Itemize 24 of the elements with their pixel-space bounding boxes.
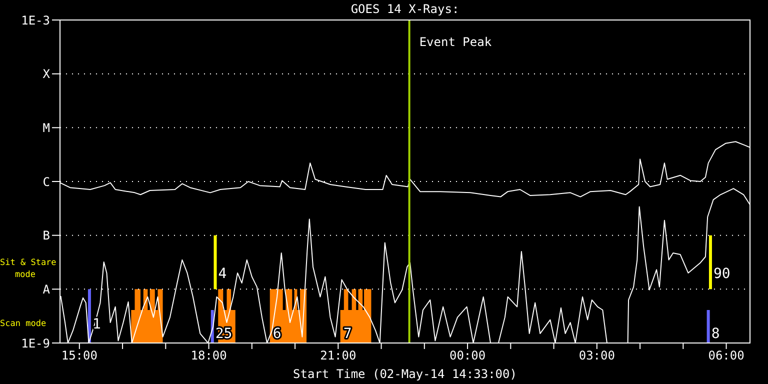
x-axis-title: Start Time (02-May-14 14:33:00) bbox=[293, 367, 517, 381]
annotation: 7 bbox=[343, 326, 352, 342]
x-tick-label: 03:00 bbox=[578, 348, 615, 363]
x-tick-label: 15:00 bbox=[61, 348, 98, 363]
x-tick-label: 18:00 bbox=[190, 348, 227, 363]
y-tick-label: M bbox=[42, 120, 50, 135]
y-tick-label: 1E-9 bbox=[21, 336, 50, 350]
annotation: 6 bbox=[272, 326, 282, 342]
text: Scan mode bbox=[0, 319, 46, 329]
y-tick-label: B bbox=[42, 228, 50, 243]
x-tick-label: 00:00 bbox=[449, 348, 486, 363]
annotation: 1 bbox=[92, 316, 101, 333]
annotation: 8 bbox=[711, 326, 720, 342]
y-tick-label: X bbox=[42, 67, 51, 82]
y-tick-label: C bbox=[42, 174, 50, 189]
ref-line-label: Event Peak bbox=[419, 35, 492, 49]
annotation: 90 bbox=[713, 266, 730, 282]
x-tick-label: 21:00 bbox=[320, 348, 356, 363]
y-tick-label: A bbox=[42, 282, 51, 296]
chart-title: GOES 14 X-Rays: bbox=[350, 2, 460, 16]
annotation: 4 bbox=[218, 266, 227, 282]
x-tick-label: 06:00 bbox=[708, 348, 744, 363]
y-tick-label: 1E-3 bbox=[21, 13, 50, 28]
text: Sit & Stare mode bbox=[0, 258, 56, 280]
